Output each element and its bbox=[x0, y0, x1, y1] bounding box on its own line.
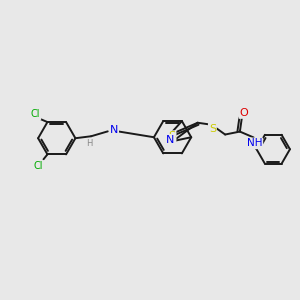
Text: H: H bbox=[86, 139, 92, 148]
Text: N: N bbox=[110, 125, 118, 135]
Text: Cl: Cl bbox=[31, 109, 40, 119]
Text: N: N bbox=[166, 135, 175, 145]
Text: S: S bbox=[209, 124, 216, 134]
Text: O: O bbox=[239, 108, 248, 118]
Text: NH: NH bbox=[247, 138, 262, 148]
Text: S: S bbox=[168, 131, 175, 141]
Text: Cl: Cl bbox=[34, 161, 43, 171]
